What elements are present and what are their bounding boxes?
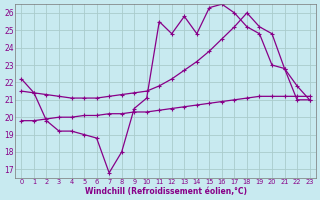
X-axis label: Windchill (Refroidissement éolien,°C): Windchill (Refroidissement éolien,°C) [84, 187, 246, 196]
